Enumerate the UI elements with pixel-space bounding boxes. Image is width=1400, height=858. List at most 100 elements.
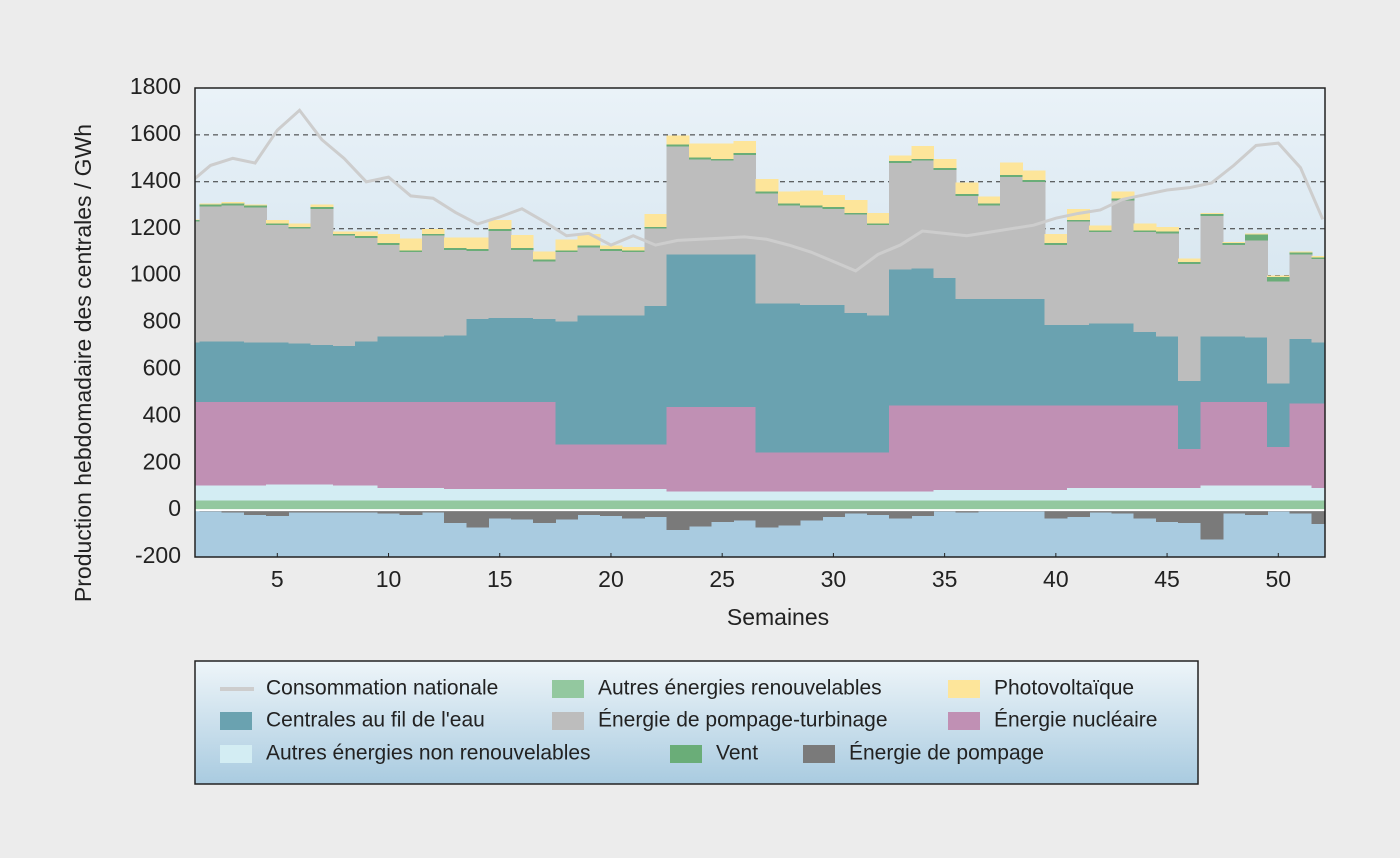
area-segment: [622, 315, 645, 445]
area-segment: [466, 318, 490, 403]
legend-label: Énergie de pompage-turbinage: [598, 709, 888, 732]
x-tick-label: 45: [1154, 566, 1180, 592]
area-segment: [889, 510, 912, 519]
area-segment: [332, 345, 356, 403]
area-segment: [711, 160, 734, 255]
area-segment: [1222, 245, 1246, 337]
legend-swatch: [220, 745, 252, 763]
area-segment: [1200, 510, 1224, 540]
area-segment: [533, 318, 556, 403]
area-segment: [399, 250, 423, 253]
area-segment: [755, 193, 779, 304]
area-segment: [466, 237, 490, 250]
area-segment: [444, 510, 467, 523]
area-segment: [466, 250, 490, 319]
area-segment: [243, 207, 267, 343]
area-segment: [666, 500, 690, 511]
area-segment: [444, 488, 467, 501]
area-segment: [266, 219, 290, 224]
area-segment: [599, 250, 623, 316]
area-segment: [221, 500, 245, 511]
area-segment: [800, 500, 823, 511]
area-segment: [1111, 500, 1135, 511]
area-segment: [1044, 510, 1068, 519]
area-segment: [688, 491, 712, 501]
area-segment: [1000, 299, 1024, 406]
area-segment: [800, 304, 823, 453]
area-segment: [533, 259, 556, 262]
area-segment: [266, 500, 290, 511]
area-segment: [1311, 342, 1325, 404]
area-segment: [310, 208, 334, 345]
area-segment: [1089, 230, 1113, 233]
area-segment: [1289, 500, 1313, 511]
area-segment: [711, 143, 734, 159]
area-segment: [711, 510, 734, 522]
area-segment: [555, 239, 579, 251]
area-segment: [911, 160, 935, 269]
area-segment: [444, 249, 467, 336]
area-segment: [688, 406, 712, 492]
area-segment: [1178, 510, 1202, 523]
area-segment: [355, 236, 379, 239]
area-segment: [1200, 500, 1224, 511]
x-tick-label: 10: [376, 566, 402, 592]
area-segment: [510, 500, 534, 511]
area-segment: [355, 485, 379, 501]
area-segment: [1066, 221, 1090, 325]
area-segment: [1000, 162, 1024, 176]
y-axis-title: Production hebdomadaire des centrales / …: [70, 124, 96, 602]
area-segment: [1311, 256, 1325, 258]
y-tick-label: 1600: [130, 120, 181, 146]
area-segment: [577, 488, 601, 501]
area-segment: [488, 488, 512, 501]
area-segment: [577, 233, 601, 246]
area-segment: [755, 491, 779, 501]
legend-label: Énergie nucléaire: [994, 709, 1157, 732]
area-segment: [243, 402, 267, 486]
area-segment: [733, 500, 757, 511]
area-segment: [1267, 276, 1291, 282]
legend-label: Consommation nationale: [266, 677, 498, 700]
area-segment: [444, 402, 467, 489]
area-segment: [933, 405, 957, 491]
area-segment: [1089, 232, 1113, 324]
area-segment: [1044, 490, 1068, 501]
area-segment: [822, 500, 846, 511]
area-segment: [777, 191, 801, 204]
area-segment: [1222, 336, 1246, 403]
area-segment: [421, 510, 445, 513]
area-segment: [977, 405, 1001, 491]
area-segment: [288, 223, 312, 227]
legend-swatch: [220, 712, 252, 730]
area-segment: [355, 510, 379, 513]
area-segment: [288, 228, 312, 344]
area-segment: [755, 191, 779, 194]
area-segment: [488, 510, 512, 519]
area-segment: [1244, 500, 1268, 511]
area-segment: [666, 254, 690, 407]
area-segment: [644, 226, 668, 229]
area-segment: [1267, 485, 1291, 501]
area-segment: [822, 195, 846, 207]
area-segment: [711, 158, 734, 161]
area-segment: [844, 212, 868, 215]
area-segment: [1222, 500, 1246, 511]
y-tick-label: 1800: [130, 73, 181, 99]
area-segment: [1066, 405, 1090, 488]
area-segment: [955, 299, 979, 406]
area-segment: [777, 452, 801, 492]
area-segment: [199, 485, 223, 501]
area-segment: [533, 488, 556, 501]
area-segment: [399, 402, 423, 488]
area-segment: [844, 199, 868, 213]
area-segment: [599, 488, 623, 501]
area-segment: [577, 444, 601, 489]
area-segment: [1111, 200, 1135, 324]
area-segment: [955, 510, 979, 513]
area-segment: [955, 500, 979, 511]
area-segment: [1089, 323, 1113, 406]
area-segment: [488, 229, 512, 232]
area-segment: [1244, 233, 1268, 235]
area-segment: [1066, 500, 1090, 511]
